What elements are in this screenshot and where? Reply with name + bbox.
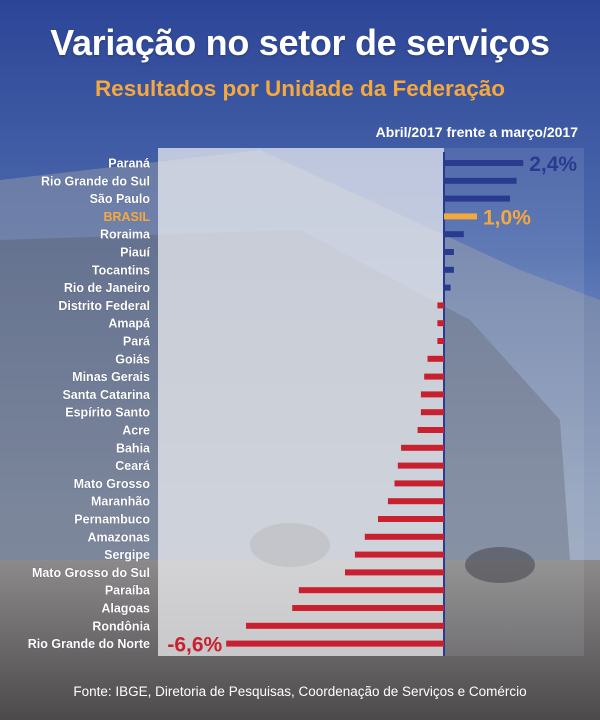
category-label-8: Distrito Federal (58, 299, 150, 313)
bar-13 (420, 391, 444, 398)
period-label: Abril/2017 frente a março/2017 (375, 124, 578, 140)
category-label-24: Paraíba (105, 584, 151, 598)
bar-26 (246, 622, 444, 629)
bar-19 (387, 498, 444, 505)
bar-18 (394, 480, 444, 487)
bar-17 (397, 462, 444, 469)
category-label-0: Paraná (108, 157, 150, 171)
bar-24 (298, 587, 444, 594)
category-label-27: Rio Grande do Norte (28, 637, 150, 651)
category-label-1: Rio Grande do Sul (41, 174, 150, 188)
bar-27 (226, 640, 444, 647)
bar-15 (417, 427, 444, 433)
category-label-10: Pará (123, 335, 150, 349)
category-label-19: Maranhão (91, 495, 150, 509)
category-label-20: Pernambuco (74, 513, 150, 527)
bar-23 (345, 569, 444, 576)
bar-0 (444, 160, 524, 166)
chart-title: Variação no setor de serviços (50, 22, 550, 63)
category-label-26: Rondônia (92, 619, 151, 633)
bar-6 (444, 266, 454, 273)
category-label-16: Bahia (116, 441, 151, 455)
category-label-18: Mato Grosso (74, 477, 151, 491)
category-label-5: Piauí (120, 246, 150, 260)
category-label-17: Ceará (115, 459, 150, 473)
category-label-12: Minas Gerais (72, 370, 150, 384)
category-label-3: BRASIL (103, 210, 150, 224)
category-label-15: Acre (122, 424, 150, 438)
bar-10 (437, 338, 444, 344)
category-label-13: Santa Catarina (62, 388, 151, 402)
category-label-4: Roraima (100, 228, 151, 242)
bar-21 (364, 533, 444, 540)
bar-2 (444, 195, 510, 202)
bar-7 (444, 284, 451, 291)
bar-20 (378, 516, 444, 522)
bar-14 (420, 409, 444, 416)
bar-1 (444, 177, 517, 184)
bar-11 (427, 355, 444, 362)
bar-3 (444, 213, 477, 220)
data-label-2: -6,6% (167, 634, 222, 657)
category-label-22: Sergipe (104, 548, 150, 562)
category-label-23: Mato Grosso do Sul (32, 566, 150, 580)
bar-16 (401, 444, 444, 451)
bar-9 (437, 320, 444, 327)
bar-5 (444, 249, 454, 255)
source-note: Fonte: IBGE, Diretoria de Pesquisas, Coo… (73, 684, 527, 699)
chart-subtitle: Resultados por Unidade da Federação (94, 76, 506, 101)
category-label-7: Rio de Janeiro (64, 281, 150, 295)
data-label-0: 2,4% (529, 153, 577, 176)
category-label-25: Alagoas (101, 602, 150, 616)
data-label-1: 1,0% (483, 206, 531, 229)
category-label-21: Amazonas (87, 530, 150, 544)
bar-22 (354, 551, 444, 558)
category-label-6: Tocantins (92, 263, 150, 277)
category-label-14: Espírito Santo (65, 406, 150, 420)
category-label-11: Goiás (115, 352, 150, 366)
bar-25 (292, 605, 444, 611)
bar-12 (424, 373, 444, 380)
category-label-2: São Paulo (90, 192, 151, 206)
bar-8 (437, 302, 444, 309)
bar-4 (444, 231, 464, 238)
category-label-9: Amapá (108, 317, 150, 331)
